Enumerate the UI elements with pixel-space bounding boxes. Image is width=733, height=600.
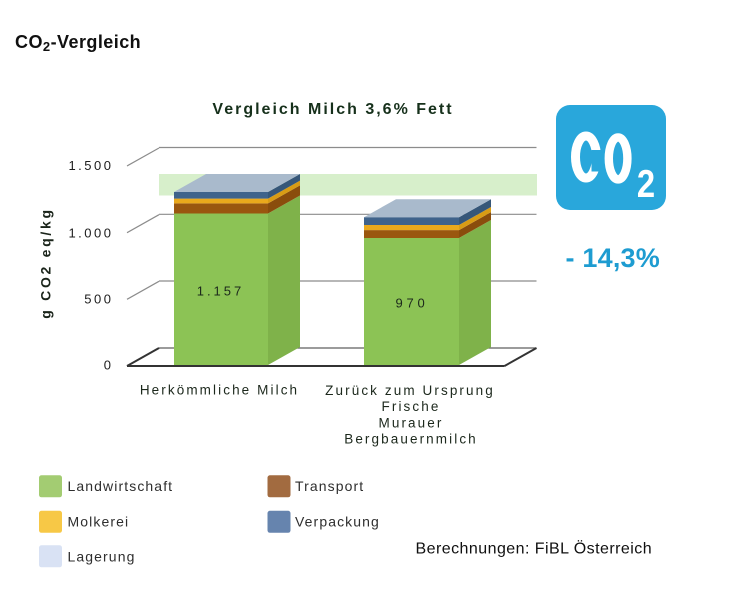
svg-text:Vergleich Milch 3,6% Fett: Vergleich Milch 3,6% Fett: [212, 101, 453, 118]
svg-text:1.000: 1.000: [68, 225, 113, 240]
svg-text:500: 500: [84, 292, 113, 307]
svg-text:2: 2: [637, 161, 655, 205]
svg-text:Landwirtschaft: Landwirtschaft: [68, 478, 174, 494]
svg-text:Bergbauernmilch: Bergbauernmilch: [344, 432, 478, 447]
svg-text:CO2-Vergleich: CO2-Vergleich: [15, 32, 141, 54]
svg-text:Transport: Transport: [295, 478, 364, 494]
svg-text:- 14,3%: - 14,3%: [566, 243, 660, 273]
svg-text:1.500: 1.500: [68, 158, 113, 173]
svg-text:970: 970: [395, 296, 428, 311]
svg-text:Herkömmliche Milch: Herkömmliche Milch: [140, 383, 299, 398]
svg-text:Murauer: Murauer: [379, 415, 444, 430]
svg-text:Frische: Frische: [382, 399, 441, 414]
svg-text:0: 0: [104, 357, 114, 372]
svg-text:Zurück zum Ursprung: Zurück zum Ursprung: [325, 383, 495, 398]
svg-text:Verpackung: Verpackung: [295, 513, 380, 529]
svg-text:g CO2 eq/kg: g CO2 eq/kg: [38, 207, 54, 318]
svg-text:Molkerei: Molkerei: [68, 513, 130, 529]
svg-text:Lagerung: Lagerung: [68, 548, 136, 564]
svg-text:Berechnungen: FiBL Österreich: Berechnungen: FiBL Österreich: [416, 540, 653, 558]
svg-text:1.157: 1.157: [197, 284, 245, 299]
